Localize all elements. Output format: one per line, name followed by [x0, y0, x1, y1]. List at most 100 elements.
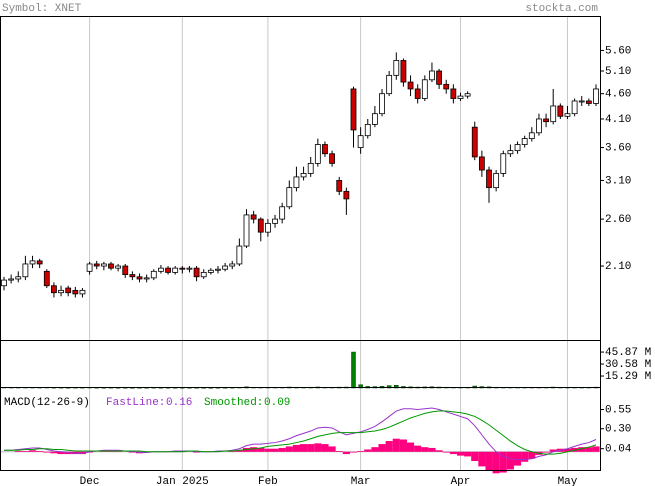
- candle-body: [215, 268, 221, 271]
- candle-body: [307, 162, 314, 174]
- candle-body: [528, 132, 535, 139]
- histogram-bar: [14, 451, 22, 452]
- y-tick-label: 45.87 M: [605, 347, 651, 359]
- histogram-bar: [292, 444, 300, 452]
- histogram-bar: [449, 451, 457, 455]
- candle-body: [172, 267, 179, 273]
- histogram-bar: [21, 451, 29, 452]
- histogram-bar: [285, 446, 293, 452]
- candle-body: [322, 144, 328, 155]
- candle-body: [550, 105, 557, 123]
- candle-body: [414, 88, 421, 99]
- x-tick-label: Jan 2025: [156, 476, 209, 486]
- site-label: stockta.com: [525, 3, 598, 15]
- histogram-bar: [392, 438, 400, 452]
- candle-body: [543, 118, 549, 123]
- y-tick-label: 3.10: [605, 175, 631, 187]
- x-tick-label: Apr: [451, 476, 471, 486]
- candle-body: [207, 269, 214, 273]
- histogram-bar: [314, 443, 322, 452]
- candle-body: [100, 263, 107, 267]
- candle-body: [136, 276, 143, 280]
- candle-body: [393, 60, 400, 76]
- histogram-bar: [271, 448, 279, 452]
- candle-body: [86, 263, 93, 272]
- candle-body: [51, 285, 57, 294]
- histogram-bar: [428, 447, 436, 452]
- histogram-bar: [528, 451, 536, 459]
- candle-body: [272, 218, 278, 224]
- macd-line: [4, 407, 597, 460]
- histogram-bar: [492, 451, 500, 474]
- candle-body: [371, 113, 378, 125]
- histogram-bar: [563, 448, 572, 452]
- candle-body: [593, 88, 599, 104]
- histogram-bar: [421, 447, 429, 452]
- histogram-bar: [342, 451, 350, 455]
- histogram-bar: [278, 447, 286, 452]
- histogram-bar: [549, 449, 557, 452]
- candle-body: [343, 190, 350, 200]
- candle-body: [493, 173, 500, 189]
- candle-body: [400, 60, 407, 83]
- candle-body: [129, 274, 136, 278]
- histogram-bar: [399, 439, 407, 452]
- x-tick-label: Feb: [258, 476, 278, 486]
- histogram-bar: [307, 444, 315, 452]
- smoothed-label: Smoothed:: [204, 397, 263, 409]
- histogram-bar: [585, 447, 593, 452]
- fastline-label: FastLine:: [106, 397, 165, 409]
- candle-body: [222, 265, 229, 270]
- histogram-bar: [442, 451, 450, 453]
- y-tick-label: 2.10: [605, 261, 631, 273]
- candle-body: [200, 272, 207, 278]
- candle-body: [236, 245, 243, 265]
- candle-body: [72, 289, 79, 295]
- candle-body: [457, 95, 464, 99]
- candle-body: [436, 70, 442, 85]
- candle-body: [22, 263, 29, 278]
- candle-body: [108, 263, 114, 269]
- y-tick-label: 5.10: [605, 66, 631, 78]
- volume-bar: [351, 351, 356, 389]
- y-tick-label: 2.60: [605, 214, 631, 226]
- candle-body: [122, 265, 129, 275]
- candle-body: [250, 214, 257, 220]
- candle-body: [65, 287, 72, 294]
- candle-body: [364, 124, 371, 137]
- candle-body: [514, 144, 521, 152]
- candle-body: [450, 88, 457, 99]
- histogram-bar: [414, 445, 422, 452]
- candle-body: [386, 74, 393, 95]
- candle-body: [500, 153, 507, 174]
- histogram-bar: [335, 451, 343, 452]
- candle-body: [379, 93, 385, 115]
- candle-body: [421, 79, 428, 99]
- histogram-bar: [43, 451, 51, 453]
- smoothed-value: 0.09: [264, 397, 290, 409]
- histogram-bar: [435, 450, 443, 452]
- fastline-value: 0.16: [166, 397, 192, 409]
- histogram-bar: [235, 450, 243, 452]
- histogram-bar: [406, 442, 415, 452]
- histogram-bar: [36, 451, 44, 452]
- candle-body: [115, 265, 122, 269]
- y-tick-label: 4.10: [605, 114, 631, 126]
- candle-body: [571, 100, 578, 115]
- symbol-label: Symbol: XNET: [2, 3, 82, 15]
- candle-body: [193, 267, 200, 278]
- candle-body: [585, 100, 592, 104]
- histogram-bar: [50, 451, 58, 454]
- histogram-bar: [357, 451, 365, 452]
- candle-body: [357, 135, 364, 148]
- y-tick-label: 0.04: [605, 444, 632, 456]
- candle-body: [300, 173, 307, 178]
- histogram-bar: [478, 451, 486, 467]
- y-tick-label: 5.60: [605, 45, 631, 57]
- candle-body: [165, 267, 171, 273]
- histogram-bar: [485, 451, 493, 471]
- candle-body: [179, 267, 186, 270]
- histogram-bar: [521, 451, 529, 462]
